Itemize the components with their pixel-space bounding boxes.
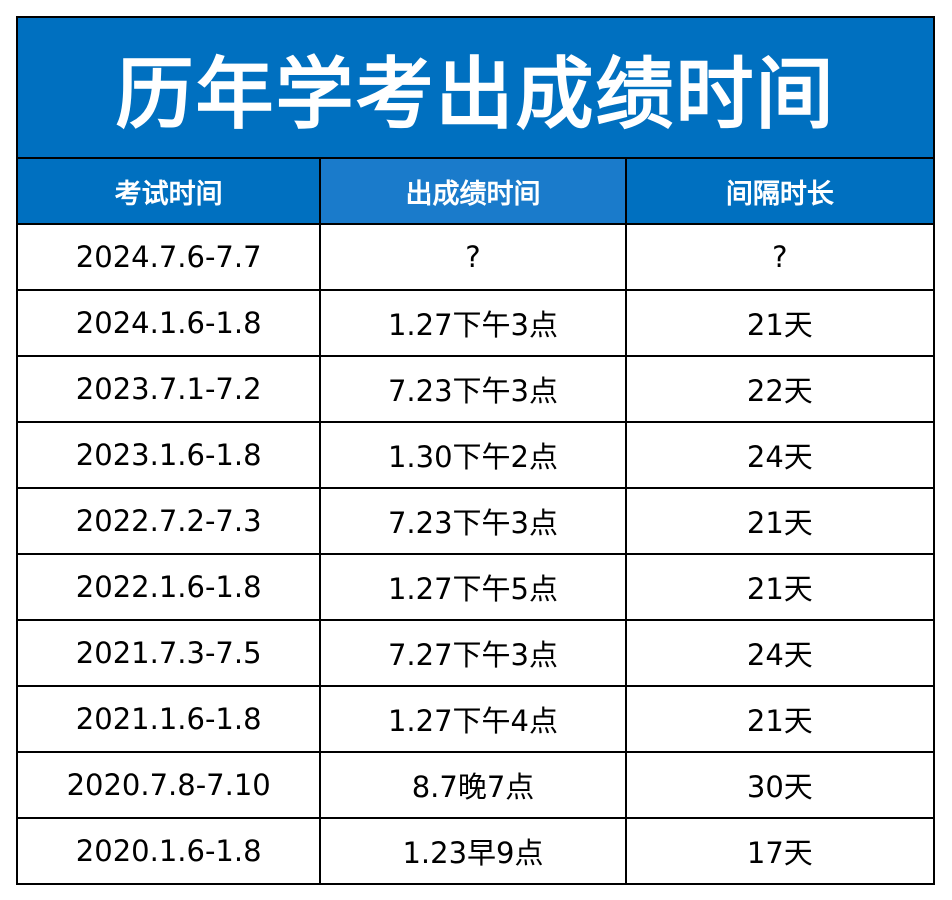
cell-exam-date: 2023.7.1-7.2 — [18, 357, 322, 423]
column-header-release-date: 出成绩时间 — [321, 159, 627, 225]
cell-exam-date: 2022.1.6-1.8 — [18, 555, 322, 621]
cell-interval: 30天 — [626, 753, 935, 819]
cell-release-date: 8.7晚7点 — [321, 753, 627, 819]
cell-interval: 21天 — [626, 291, 935, 357]
cell-interval: 21天 — [626, 489, 935, 555]
cell-exam-date: 2020.7.8-7.10 — [18, 753, 322, 819]
table-title: 历年学考出成绩时间 — [18, 18, 935, 159]
cell-release-date: 1.27下午3点 — [321, 291, 627, 357]
score-release-table: 历年学考出成绩时间 考试时间 出成绩时间 间隔时长 2024.7.6-7.7 ?… — [16, 16, 935, 885]
cell-exam-date: 2024.1.6-1.8 — [18, 291, 322, 357]
cell-interval: ? — [626, 225, 935, 291]
cell-exam-date: 2021.1.6-1.8 — [18, 687, 322, 753]
table-row: 2023.1.6-1.8 1.30下午2点 24天 — [18, 423, 935, 489]
table-row: 2022.7.2-7.3 7.23下午3点 21天 — [18, 489, 935, 555]
table-row: 2021.1.6-1.8 1.27下午4点 21天 — [18, 687, 935, 753]
column-header-interval: 间隔时长 — [626, 159, 935, 225]
cell-release-date: 1.27下午5点 — [321, 555, 627, 621]
cell-release-date: 1.23早9点 — [321, 819, 627, 885]
table-row: 2021.7.3-7.5 7.27下午3点 24天 — [18, 621, 935, 687]
cell-exam-date: 2021.7.3-7.5 — [18, 621, 322, 687]
table-row: 2023.7.1-7.2 7.23下午3点 22天 — [18, 357, 935, 423]
cell-interval: 24天 — [626, 423, 935, 489]
cell-interval: 22天 — [626, 357, 935, 423]
cell-release-date: 7.23下午3点 — [321, 357, 627, 423]
cell-interval: 17天 — [626, 819, 935, 885]
cell-exam-date: 2022.7.2-7.3 — [18, 489, 322, 555]
cell-release-date: 7.27下午3点 — [321, 621, 627, 687]
cell-release-date: ? — [321, 225, 627, 291]
cell-release-date: 7.23下午3点 — [321, 489, 627, 555]
table-row: 2024.7.6-7.7 ? ? — [18, 225, 935, 291]
header-row: 考试时间 出成绩时间 间隔时长 — [18, 159, 935, 225]
cell-exam-date: 2023.1.6-1.8 — [18, 423, 322, 489]
cell-release-date: 1.27下午4点 — [321, 687, 627, 753]
table-row: 2020.1.6-1.8 1.23早9点 17天 — [18, 819, 935, 885]
cell-exam-date: 2024.7.6-7.7 — [18, 225, 322, 291]
table-row: 2020.7.8-7.10 8.7晚7点 30天 — [18, 753, 935, 819]
cell-exam-date: 2020.1.6-1.8 — [18, 819, 322, 885]
table-row: 2022.1.6-1.8 1.27下午5点 21天 — [18, 555, 935, 621]
column-header-exam-date: 考试时间 — [18, 159, 322, 225]
cell-release-date: 1.30下午2点 — [321, 423, 627, 489]
cell-interval: 21天 — [626, 687, 935, 753]
cell-interval: 24天 — [626, 621, 935, 687]
table-row: 2024.1.6-1.8 1.27下午3点 21天 — [18, 291, 935, 357]
cell-interval: 21天 — [626, 555, 935, 621]
